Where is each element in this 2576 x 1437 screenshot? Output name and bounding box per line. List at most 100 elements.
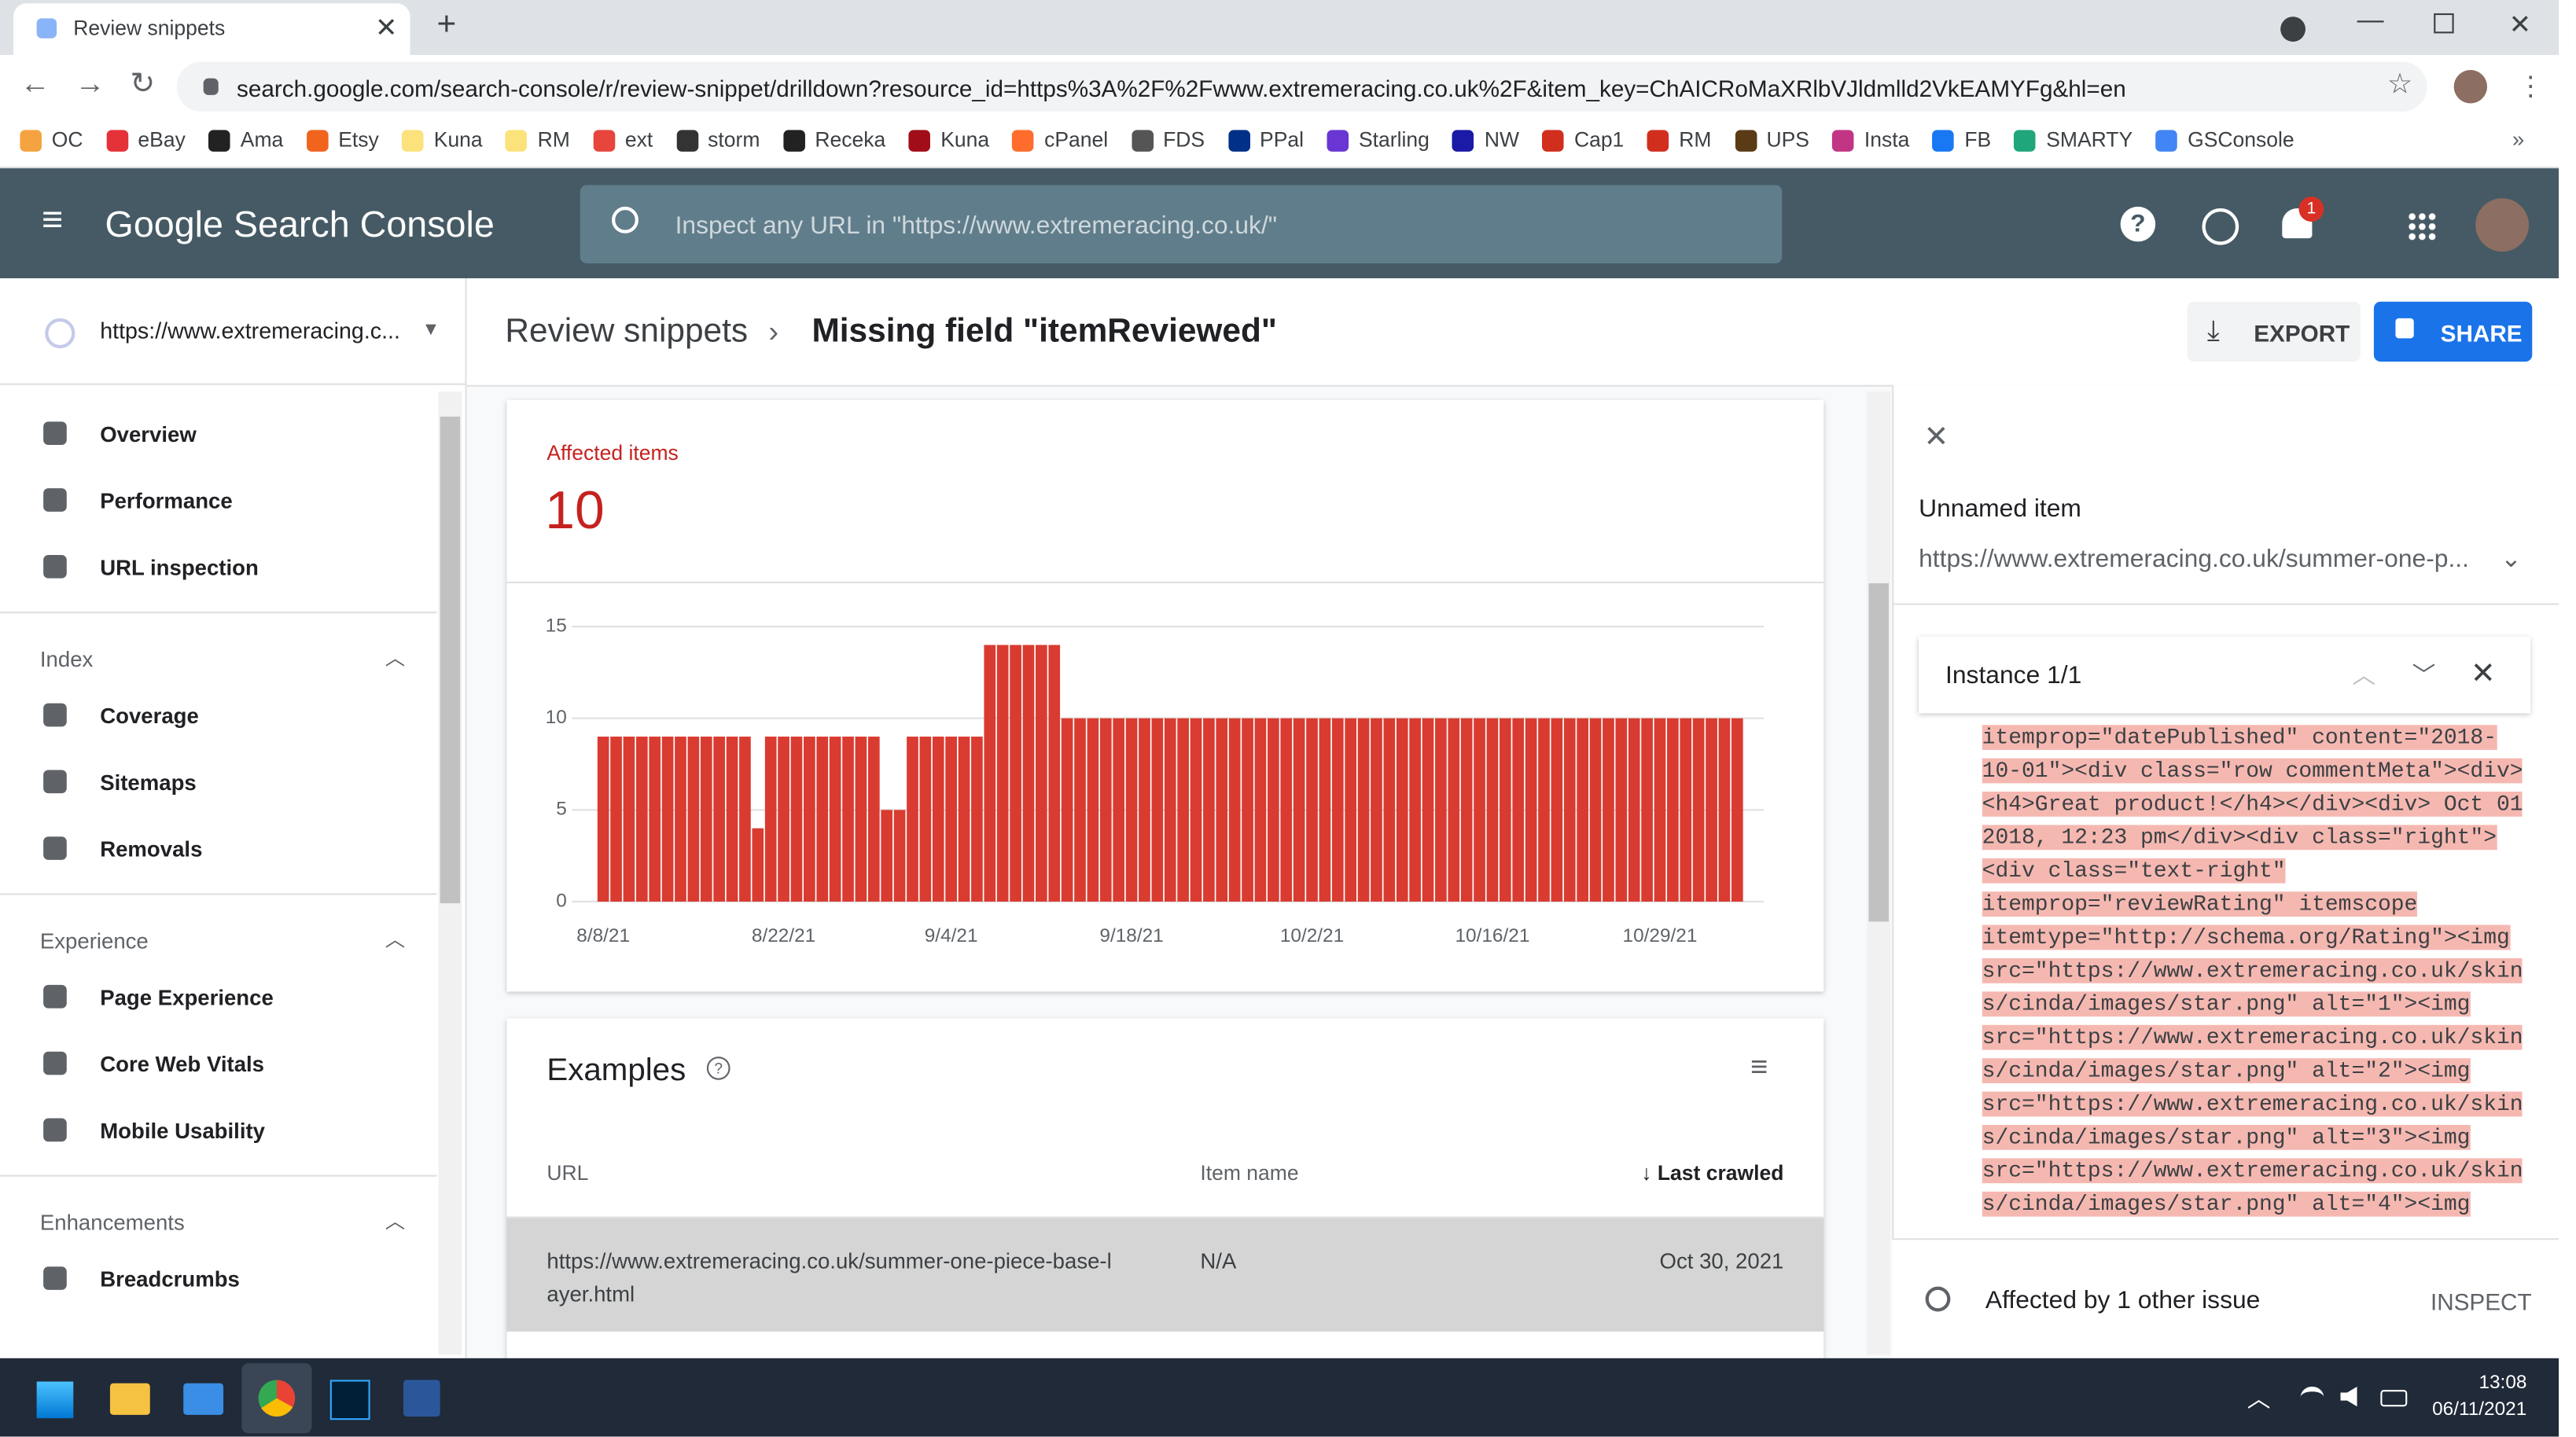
help[interactable]: ? (2120, 206, 2156, 242)
bookmark[interactable]: Etsy (306, 128, 379, 152)
bookmark-label[interactable]: storm (708, 128, 760, 152)
explorer[interactable] (109, 1383, 150, 1415)
column-header[interactable]: ↓ Last crawled (1641, 1161, 1784, 1185)
users-settings[interactable] (2202, 208, 2239, 245)
help-icon[interactable]: ? (706, 1057, 730, 1080)
nav-item[interactable]: Performance (0, 469, 436, 532)
bookmark[interactable]: Kuna (908, 128, 990, 152)
bookmark[interactable]: Receka (783, 128, 885, 152)
tab[interactable] (13, 3, 410, 55)
nav-label[interactable]: Breadcrumbs (100, 1266, 240, 1292)
property-dropdown[interactable]: ▼ (421, 320, 440, 340)
nav-label[interactable]: Performance (100, 488, 233, 513)
filter[interactable]: ≡ (1750, 1049, 1768, 1083)
export-label[interactable]: EXPORT (2254, 320, 2350, 347)
section-toggle[interactable]: ︿ (385, 646, 406, 671)
nav-item[interactable]: Breadcrumbs (0, 1247, 436, 1310)
nav-item[interactable]: Core Web Vitals (0, 1031, 436, 1095)
bookmark[interactable]: PPal (1227, 128, 1304, 152)
section-toggle[interactable]: ︿ (385, 1210, 406, 1233)
export-button[interactable] (2187, 301, 2361, 362)
bookmark[interactable]: Insta (1832, 128, 1910, 152)
breadcrumb-root[interactable]: Review snippets (505, 313, 749, 351)
apps[interactable] (2407, 211, 2438, 242)
minimize[interactable]: — (2357, 6, 2384, 35)
bookmark-label[interactable]: Cap1 (1573, 128, 1625, 152)
tab-close[interactable]: ✕ (374, 15, 398, 44)
profile-menu[interactable] (2280, 17, 2306, 42)
inspect-button[interactable]: INSPECT (2430, 1288, 2532, 1315)
column-header[interactable]: Item name (1200, 1161, 1299, 1185)
bookmark[interactable]: RM (506, 128, 570, 152)
bookmark-label[interactable]: cPanel (1044, 128, 1109, 152)
table-cell[interactable]: https://www.extremeracing.co.uk/summer-o… (546, 1248, 1112, 1307)
bookmark-label[interactable]: Insta (1864, 128, 1910, 152)
bookmark-label[interactable]: NW (1484, 128, 1519, 152)
section-title[interactable]: Enhancements (39, 1210, 185, 1235)
wifi[interactable] (2300, 1386, 2324, 1409)
column-header[interactable]: URL (546, 1161, 589, 1185)
property-selector[interactable]: https://www.extremeracing.c... (100, 318, 400, 344)
account[interactable] (2475, 198, 2530, 252)
back[interactable]: ← (20, 66, 50, 101)
word[interactable] (403, 1380, 440, 1417)
avatar[interactable] (2453, 70, 2488, 104)
bookmark[interactable]: UPS (1735, 128, 1809, 152)
bookmark[interactable]: SMARTY (2014, 128, 2133, 152)
reload[interactable]: ↻ (130, 66, 156, 101)
new-tab[interactable]: + (436, 6, 457, 44)
bookmark-label[interactable]: Kuna (433, 128, 483, 152)
close-panel[interactable]: ✕ (1923, 420, 1949, 454)
bookmark-label[interactable]: ext (624, 128, 653, 152)
tray-expand[interactable]: ︿ (2247, 1384, 2271, 1412)
section-toggle[interactable]: ︿ (385, 928, 406, 952)
sidebar-scroll-thumb[interactable] (440, 417, 461, 904)
table-row[interactable] (506, 1218, 1824, 1332)
previous[interactable]: ︿ (2352, 661, 2375, 689)
clock-time[interactable]: 13:08 (2478, 1373, 2527, 1394)
bookmark[interactable]: Kuna (402, 128, 483, 152)
nav-item[interactable]: Sitemaps (0, 750, 436, 814)
table-cell[interactable]: Oct 30, 2021 (1659, 1248, 1784, 1273)
nav-item[interactable]: Removals (0, 817, 436, 880)
nav-label[interactable]: Overview (100, 421, 197, 447)
bookmark-label[interactable]: Starling (1358, 128, 1430, 152)
bookmark-label[interactable]: Kuna (940, 128, 990, 152)
nav-label[interactable]: Sitemaps (100, 770, 197, 796)
bookmark[interactable]: Starling (1327, 128, 1430, 152)
close-search[interactable]: ✕ (2470, 656, 2496, 690)
content-scroll-thumb[interactable] (1868, 583, 1889, 922)
bookmark-label[interactable]: Etsy (338, 128, 379, 152)
bookmark[interactable]: FB (1933, 128, 1991, 152)
bookmark-label[interactable]: Ama (240, 128, 284, 152)
mail[interactable] (183, 1383, 224, 1415)
nav-item[interactable]: Overview (0, 402, 436, 465)
nav-label[interactable]: Mobile Usability (100, 1118, 266, 1144)
nav-label[interactable]: Coverage (100, 703, 199, 729)
clock-date[interactable]: 06/11/2021 (2432, 1399, 2527, 1420)
nav-label[interactable]: Core Web Vitals (100, 1051, 265, 1077)
bookmark-label[interactable]: SMARTY (2046, 128, 2133, 152)
close-window[interactable]: ✕ (2508, 11, 2532, 40)
hamburger[interactable]: ≡ (41, 198, 64, 241)
bookmark-label[interactable]: FDS (1163, 128, 1205, 152)
section-title[interactable]: Index (39, 646, 94, 672)
nav-item[interactable]: Page Experience (0, 965, 436, 1028)
bookmark-label[interactable]: FB (1964, 128, 1992, 152)
bookmark[interactable]: Ama (208, 128, 284, 152)
bookmark[interactable]: ext (593, 128, 653, 152)
nav-item[interactable]: Mobile Usability (0, 1098, 436, 1162)
bookmark[interactable]: storm (675, 128, 760, 152)
panel-url[interactable]: https://www.extremeracing.co.uk/summer-o… (1919, 545, 2469, 574)
bookmark[interactable]: FDS (1131, 128, 1205, 152)
nav-label[interactable]: URL inspection (100, 554, 259, 580)
search-box[interactable] (580, 185, 1783, 263)
search-placeholder[interactable]: Inspect any URL in "https://www.extremer… (675, 211, 1278, 241)
next[interactable]: ﹀ (2412, 661, 2436, 689)
nav-item[interactable]: Coverage (0, 683, 436, 747)
table-cell[interactable]: N/A (1200, 1248, 1237, 1273)
bookmark[interactable]: GSConsole (2155, 128, 2294, 152)
photoshop[interactable] (329, 1380, 370, 1420)
chrome[interactable] (258, 1380, 296, 1417)
bookmark[interactable]: RM (1647, 128, 1712, 152)
